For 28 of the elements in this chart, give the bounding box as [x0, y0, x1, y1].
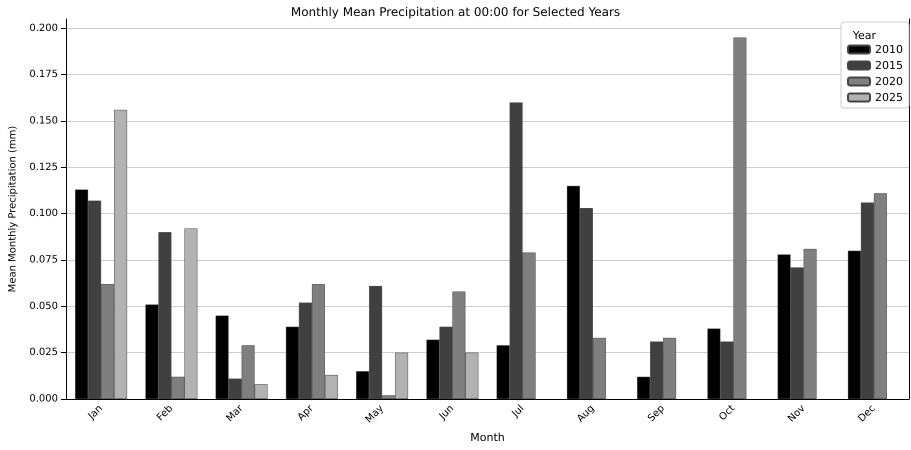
x-tick-label: Aug	[575, 403, 597, 425]
legend-label: 2020	[875, 75, 904, 88]
legend-label: 2025	[875, 91, 904, 104]
x-tick-label: Dec	[856, 403, 878, 425]
x-tick-label: Jan	[86, 403, 106, 422]
y-tick-label: 0.025	[29, 347, 58, 358]
y-tick-label: 0.200	[29, 22, 58, 34]
x-tick-label: Oct	[717, 403, 738, 424]
y-tick-label: 0.175	[29, 69, 58, 80]
x-tick-label: Apr	[296, 402, 316, 424]
x-tick-label: Feb	[154, 403, 176, 424]
x-tick-label: Nov	[786, 403, 808, 425]
x-tick-label: Mar	[224, 402, 246, 424]
y-tick-label: 0.000	[29, 394, 58, 404]
y-axis-title: Mean Monthly Precipitation (mm)	[8, 126, 18, 292]
y-tick-label: 0.100	[29, 208, 58, 220]
y-tick-label: 0.075	[29, 254, 58, 266]
legend-label: 2015	[875, 59, 904, 72]
x-tick-label: Sep	[646, 403, 668, 424]
legend-label: 2010	[875, 43, 904, 56]
chart-title: Monthly Mean Precipitation at 00:00 for Selected Years	[290, 5, 620, 19]
y-tick-label: 0.050	[29, 300, 58, 312]
y-tick-label: 0.150	[29, 115, 58, 126]
x-axis-title: Month	[470, 431, 505, 444]
x-tick-label: Jul	[510, 403, 527, 420]
legend-title: Year	[852, 29, 876, 42]
x-tick-label: Jun	[436, 403, 456, 423]
y-tick-label: 0.125	[29, 162, 58, 173]
